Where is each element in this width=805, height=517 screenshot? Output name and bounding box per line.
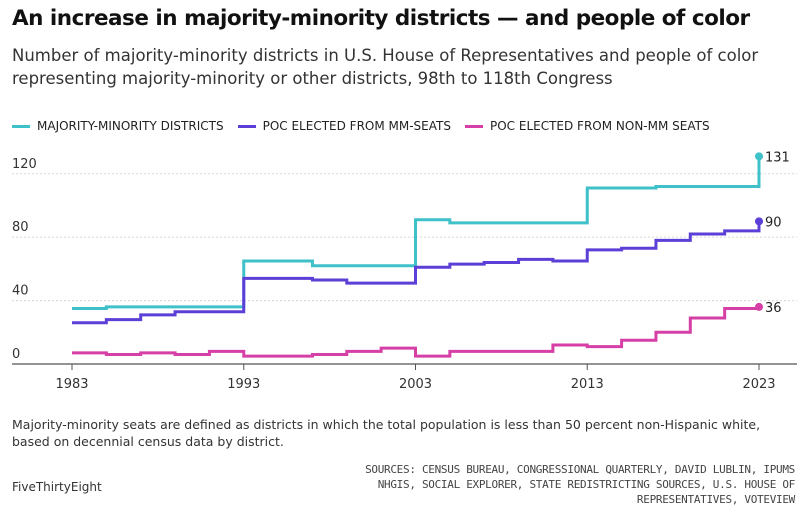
end-label-majority_minority: 131	[765, 150, 790, 165]
y-tick-label-80: 80	[12, 220, 29, 235]
legend: MAJORITY-MINORITY DISTRICTS POC ELECTED …	[12, 117, 724, 135]
footnote: Majority-minority seats are defined as d…	[12, 417, 761, 449]
legend-swatch-poc-non-mm	[464, 124, 483, 128]
end-label-poc_mm: 90	[765, 215, 782, 230]
series-line-majority_minority	[72, 156, 761, 311]
chart-subtitle: Number of majority-minority districts in…	[12, 46, 759, 88]
legend-label-majority-minority: MAJORITY-MINORITY DISTRICTS	[37, 119, 224, 133]
x-tick-label-1993: 1993	[227, 377, 260, 392]
y-tick-label-40: 40	[12, 284, 29, 299]
y-tick-label-120: 120	[12, 157, 37, 172]
x-tick-label-2003: 2003	[399, 377, 432, 392]
legend-item-majority-minority: MAJORITY-MINORITY DISTRICTS	[12, 119, 224, 133]
chart-title: An increase in majority-minority distric…	[12, 6, 750, 31]
x-tick-label-2023: 2023	[742, 377, 775, 392]
series-line-poc_non_mm	[72, 306, 761, 358]
legend-swatch-poc-mm	[237, 124, 256, 128]
legend-item-poc-mm: POC ELECTED FROM MM-SEATS	[237, 119, 451, 133]
end-point-poc_non_mm	[755, 302, 763, 311]
legend-label-poc-mm: POC ELECTED FROM MM-SEATS	[262, 119, 451, 133]
y-tick-label-0: 0	[12, 347, 20, 362]
end-point-majority_minority	[755, 152, 763, 161]
sources: SOURCES: CENSUS BUREAU, CONGRESSIONAL QU…	[365, 463, 795, 506]
end-point-poc_mm	[755, 217, 763, 226]
end-label-poc_non_mm: 36	[765, 301, 782, 316]
legend-item-poc-non-mm: POC ELECTED FROM NON-MM SEATS	[464, 119, 710, 133]
brand-logo-text: FiveThirtyEight	[12, 480, 102, 494]
series-line-poc_mm	[72, 221, 761, 325]
line-chart: 0 40 80 120 1983 1993 2003 2013 2023 131 90 36	[12, 150, 797, 392]
legend-swatch-majority-minority	[12, 124, 30, 128]
x-tick-label-2013: 2013	[571, 377, 604, 392]
legend-label-poc-non-mm: POC ELECTED FROM NON-MM SEATS	[489, 119, 710, 133]
x-tick-label-1983: 1983	[55, 377, 88, 392]
